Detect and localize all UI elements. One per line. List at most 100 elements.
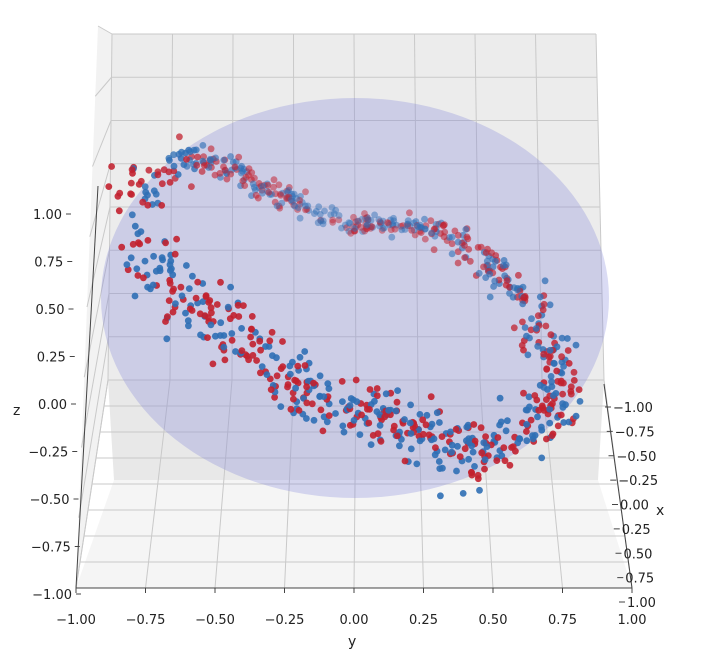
scatter-point xyxy=(486,293,494,301)
scatter-point xyxy=(362,214,369,222)
scatter-point xyxy=(150,187,158,195)
scatter-point xyxy=(245,356,253,364)
scatter-point xyxy=(341,221,349,229)
scatter-point xyxy=(248,326,255,333)
scatter-point xyxy=(456,453,464,460)
scatter-point xyxy=(128,191,136,198)
scatter-point xyxy=(123,261,131,268)
scatter-point xyxy=(481,456,489,464)
scatter-point xyxy=(366,386,374,393)
x-tick-label: 1.00 xyxy=(627,596,656,611)
scatter-point xyxy=(349,223,357,231)
scatter-point xyxy=(238,347,246,354)
scatter-point xyxy=(154,171,162,179)
scatter-point xyxy=(363,225,371,233)
scatter-point xyxy=(430,435,438,443)
scatter-point xyxy=(183,156,190,163)
scatter-point xyxy=(390,422,398,430)
scatter-point xyxy=(303,383,310,391)
scatter-point xyxy=(192,146,200,154)
scatter-point xyxy=(440,233,448,241)
scatter-point xyxy=(540,350,548,358)
scatter-point xyxy=(377,219,385,227)
grid-line-left-pane xyxy=(86,206,111,308)
scatter-point xyxy=(221,166,229,174)
scatter-point xyxy=(144,283,152,291)
scatter-point xyxy=(542,322,550,330)
scatter-point xyxy=(471,463,478,470)
scatter-point xyxy=(266,337,274,345)
y-tick-label: 1.00 xyxy=(618,613,647,628)
scatter-point xyxy=(310,379,317,387)
scatter-point xyxy=(325,385,333,392)
scatter-point xyxy=(510,324,518,332)
scatter-point xyxy=(447,428,454,436)
scatter-point xyxy=(500,444,508,452)
scatter-point xyxy=(325,412,333,419)
scatter-point xyxy=(273,202,281,210)
scatter-point xyxy=(393,221,400,229)
scatter-point xyxy=(239,177,247,185)
scatter-point xyxy=(249,352,257,359)
scatter-point xyxy=(427,393,435,401)
scatter-point xyxy=(373,385,381,392)
scatter-point xyxy=(321,207,328,215)
scatter-point xyxy=(209,360,217,368)
scatter-point xyxy=(419,430,427,438)
scatter-point xyxy=(301,362,309,369)
x-tick-label: −0.25 xyxy=(618,474,658,489)
scatter-point xyxy=(448,233,456,241)
scatter-point xyxy=(527,416,535,424)
scatter-point xyxy=(523,332,530,340)
scatter-point xyxy=(379,217,387,225)
y-tick-label: −0.50 xyxy=(195,613,235,628)
scatter-point xyxy=(492,257,499,265)
scatter-point xyxy=(183,262,190,269)
scatter-point xyxy=(524,351,532,359)
scatter-point xyxy=(381,224,388,232)
scatter-point xyxy=(448,250,456,258)
scatter-point xyxy=(177,283,185,291)
scatter-point xyxy=(549,400,556,408)
scatter-point xyxy=(301,202,309,210)
scatter-point xyxy=(240,302,247,309)
scatter-point xyxy=(303,205,311,213)
scatter-point xyxy=(389,221,397,228)
scatter-point xyxy=(476,486,483,494)
scatter-point xyxy=(328,204,336,211)
scatter-point xyxy=(387,226,395,234)
scatter-point xyxy=(314,219,322,227)
scatter-point xyxy=(523,428,530,435)
scatter-point xyxy=(483,257,491,265)
scatter-point xyxy=(315,203,323,211)
scatter-point xyxy=(208,309,215,317)
scatter-point xyxy=(422,421,430,429)
scatter-point xyxy=(525,393,533,401)
scatter-point xyxy=(522,406,530,414)
scatter-point xyxy=(391,225,399,233)
scatter-point xyxy=(543,435,550,443)
scatter-point xyxy=(416,411,424,418)
x-tick-label: 0.00 xyxy=(620,499,649,514)
scatter-point xyxy=(207,145,215,153)
scatter-point xyxy=(298,199,306,206)
z-tick-label: 0.00 xyxy=(38,398,67,413)
scatter-point xyxy=(427,217,435,225)
scatter-point xyxy=(351,227,359,235)
scatter-point xyxy=(364,214,371,222)
scatter-point xyxy=(287,196,295,204)
scatter-point xyxy=(500,262,507,269)
scatter-point xyxy=(302,206,309,214)
scatter-point xyxy=(393,398,401,406)
scatter-point xyxy=(269,352,276,359)
scatter-point xyxy=(273,372,281,380)
scatter-point xyxy=(520,389,527,397)
scatter-point xyxy=(576,398,584,405)
scatter-point xyxy=(367,441,375,448)
scatter-point xyxy=(332,410,339,417)
scatter-point xyxy=(385,406,392,414)
scatter-point xyxy=(440,221,447,229)
scatter-point xyxy=(433,409,441,417)
z-axis-label: z xyxy=(13,403,20,419)
